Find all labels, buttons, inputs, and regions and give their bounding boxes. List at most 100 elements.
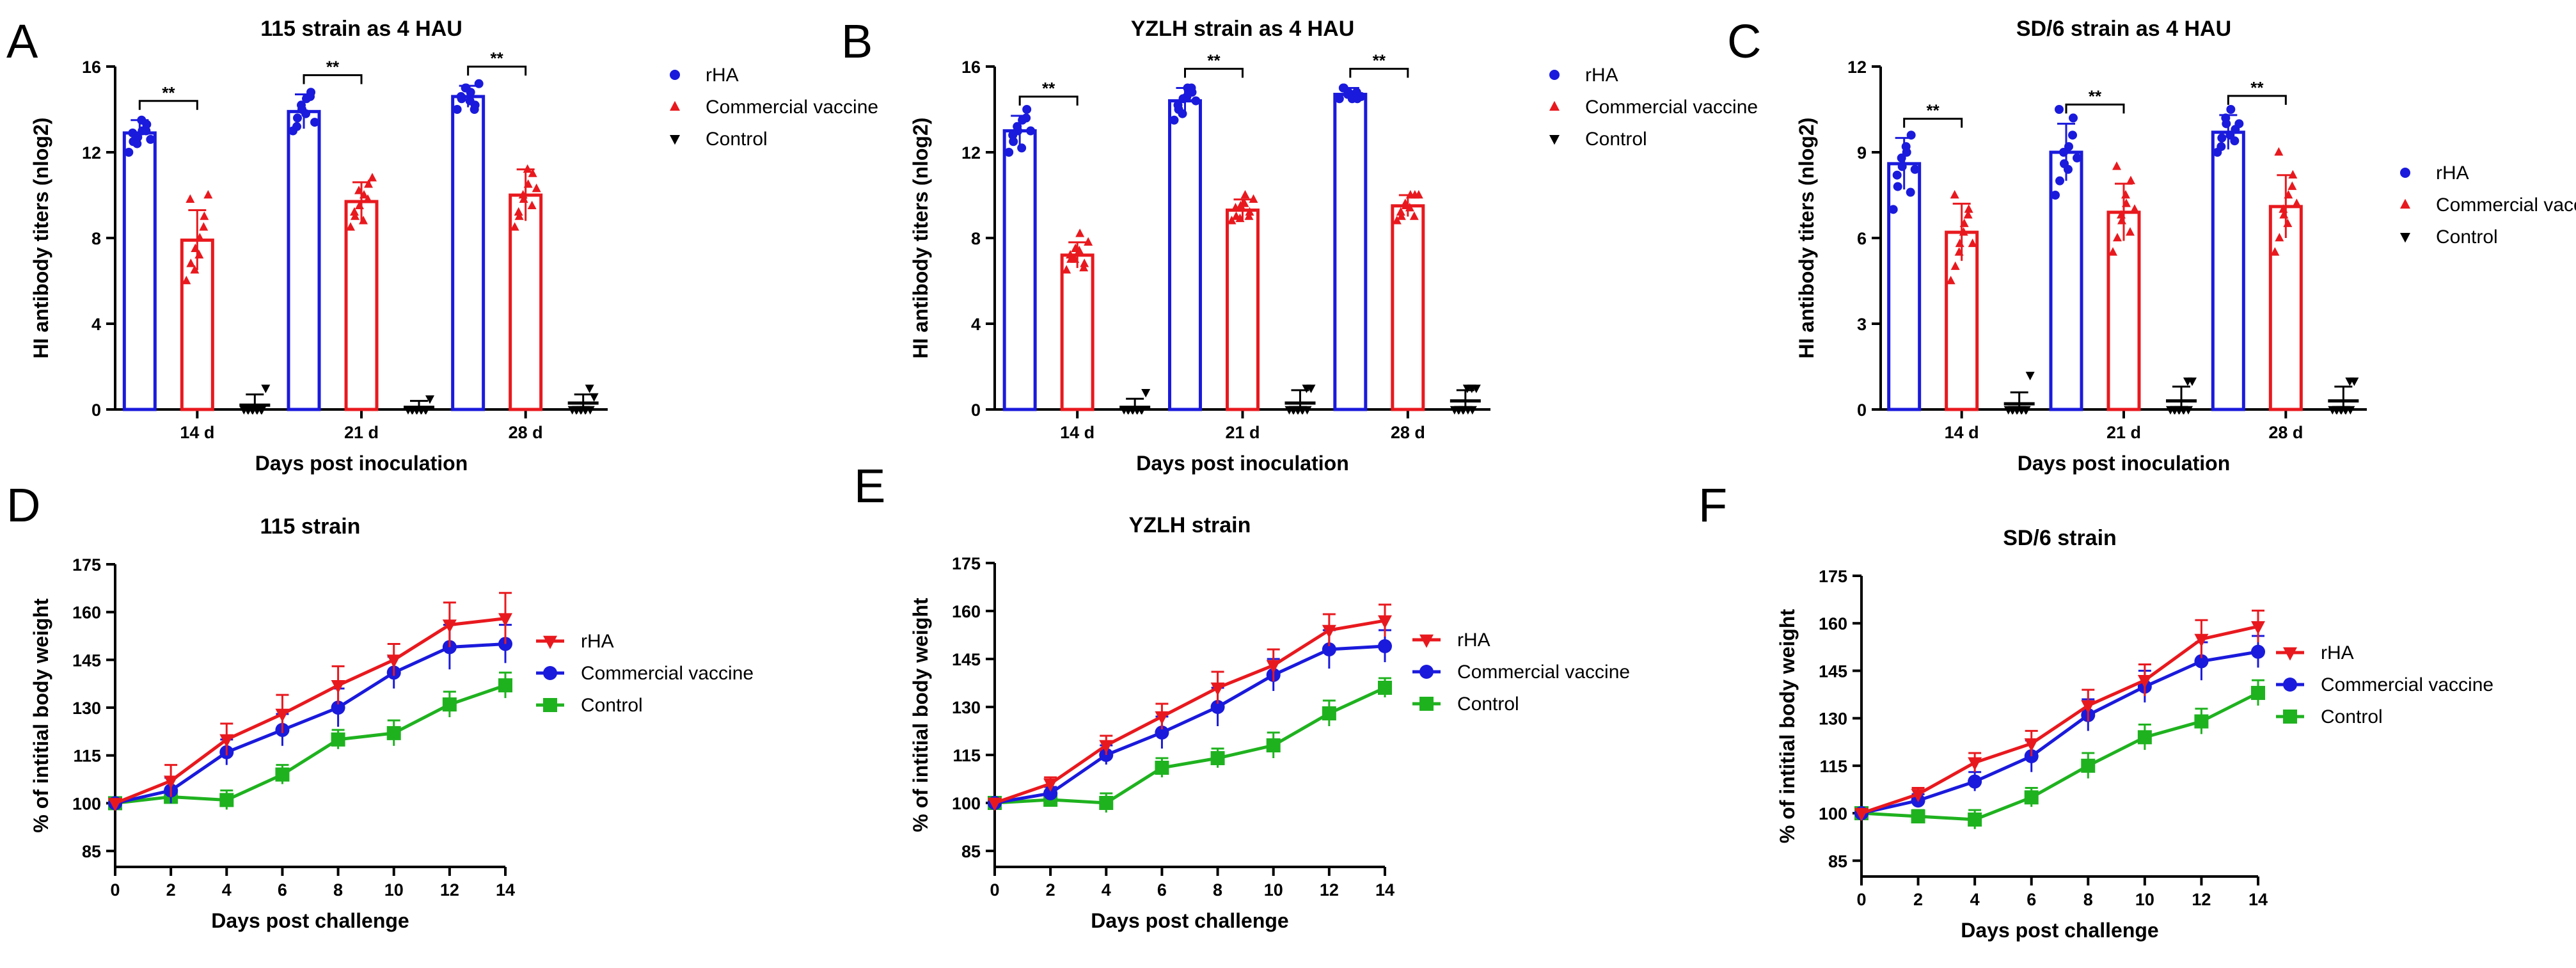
significance-label: ** — [162, 83, 175, 102]
data-point — [1396, 211, 1406, 220]
legend-label: rHA — [1457, 630, 1490, 651]
y-tick-label: 0 — [971, 401, 981, 420]
data-point — [203, 189, 213, 199]
data-point — [1950, 189, 1959, 199]
data-point — [523, 179, 533, 188]
x-tick-label: 0 — [1856, 890, 1866, 909]
data-point — [421, 406, 430, 415]
bar-commercial-vaccine — [509, 193, 543, 411]
significance-bracket — [1184, 68, 1244, 78]
data-point-commercial-vaccine — [1155, 726, 1169, 740]
data-point — [2126, 227, 2135, 236]
data-point — [1396, 207, 1405, 216]
data-point — [2025, 372, 2035, 381]
data-point-rha — [1911, 789, 1925, 803]
data-point — [182, 275, 191, 285]
data-point-rha — [108, 798, 122, 812]
series-line-control — [115, 683, 506, 805]
data-point — [360, 189, 368, 199]
x-tick-label: 14 — [1375, 880, 1395, 900]
data-point — [2283, 218, 2293, 227]
data-point-control — [1099, 796, 1114, 810]
data-point — [1137, 406, 1146, 415]
y-tick-label: 130 — [1819, 710, 1847, 729]
x-tick-label: 28 d — [509, 423, 543, 442]
legend-label: Commercial vaccine — [581, 663, 754, 684]
data-point — [1892, 170, 1902, 180]
x-tick-label: 10 — [2135, 890, 2154, 909]
data-point — [2234, 119, 2244, 129]
data-point — [1906, 187, 1915, 197]
data-point — [1458, 406, 1467, 415]
y-tick-label: 4 — [971, 315, 981, 334]
data-point — [1954, 247, 1964, 256]
bar-commercial-vaccine — [1060, 253, 1094, 411]
data-point — [2230, 136, 2240, 146]
x-tick-label: 6 — [278, 880, 287, 900]
data-point — [363, 194, 372, 203]
x-tick-label: 14 d — [180, 423, 214, 442]
data-point — [292, 122, 301, 131]
y-tick-label: 85 — [1828, 852, 1847, 871]
data-point-rha — [1322, 624, 1336, 639]
data-point — [452, 105, 462, 114]
series-line-rha — [994, 619, 1386, 805]
significance-label: ** — [2089, 86, 2102, 106]
panel-letter: C — [1727, 15, 1761, 68]
y-tick-label: 100 — [952, 794, 981, 813]
data-point — [1062, 265, 1071, 274]
data-point-rha — [1854, 807, 1869, 821]
data-point — [1338, 83, 1348, 93]
legend-marker — [2283, 710, 2297, 724]
data-point-rha — [2194, 633, 2209, 647]
data-point-rha — [1155, 711, 1169, 725]
data-point — [194, 250, 204, 259]
legend-label: rHA — [706, 65, 739, 86]
data-point — [199, 222, 209, 231]
y-axis-title: % of intitial body weight — [1776, 609, 1799, 844]
panel-a: A 115 strain as 4 HAU 0 4 8 12 16 HI antibody t… — [6, 15, 878, 475]
legend-marker — [1549, 135, 1560, 145]
y-tick-label: 145 — [952, 650, 981, 669]
chart-title: 115 strain — [260, 514, 361, 539]
data-point — [519, 194, 528, 203]
data-point — [2055, 105, 2064, 114]
data-point — [514, 211, 524, 220]
bar-rha — [287, 109, 321, 411]
series-line-control — [994, 686, 1386, 805]
data-point-rha — [1378, 615, 1392, 629]
data-point-rha — [219, 734, 234, 748]
x-tick-label: 2 — [1913, 890, 1923, 909]
x-tick-label: 14 d — [1945, 423, 1979, 442]
data-point — [1182, 91, 1192, 101]
y-tick-label: 0 — [91, 401, 101, 420]
data-point-control — [1911, 809, 1925, 823]
legend-marker — [543, 698, 557, 712]
data-point — [1191, 96, 1201, 106]
y-tick-label: 85 — [82, 842, 101, 861]
y-tick-label: 6 — [1857, 229, 1867, 248]
y-axis-title: % of intitial body weight — [909, 598, 932, 832]
data-point — [2113, 232, 2122, 242]
data-point — [191, 243, 200, 252]
data-point — [456, 91, 466, 101]
significance-label: ** — [1373, 51, 1386, 70]
panel-letter: A — [6, 15, 38, 68]
y-tick-label: 9 — [1857, 143, 1867, 163]
y-tick-label: 12 — [961, 143, 981, 163]
data-point — [146, 134, 155, 144]
data-point — [1906, 131, 1916, 140]
series-line-commercial-vaccine — [1861, 650, 2259, 815]
data-point — [346, 222, 355, 231]
data-point — [1414, 189, 1423, 199]
data-point — [186, 258, 196, 267]
data-point-rha — [1210, 682, 1225, 696]
data-point — [2068, 131, 2077, 140]
data-point-control — [2194, 714, 2209, 729]
data-point — [1009, 137, 1018, 147]
significance-bracket — [303, 74, 363, 84]
x-tick-label: 2 — [1046, 880, 1055, 900]
panel-b: B YZLH strain as 4 HAU 0 4 8 12 16 HI antibody … — [841, 15, 1758, 475]
data-point — [585, 385, 594, 393]
